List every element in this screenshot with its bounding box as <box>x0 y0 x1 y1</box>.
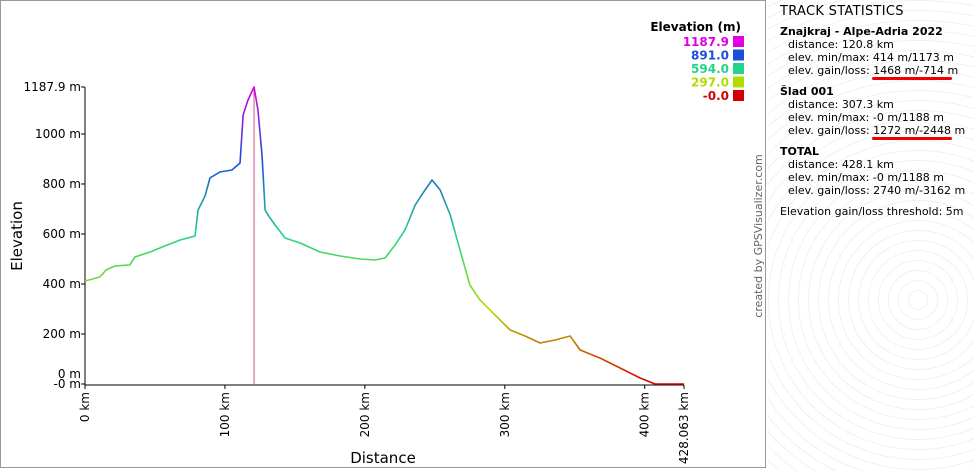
x-tick-label: 200 km <box>358 392 372 437</box>
highlight-underline <box>872 137 952 140</box>
legend-label: 1187.9 <box>683 35 729 49</box>
legend-title: Elevation (m) <box>650 20 741 34</box>
track-name: Šlad 001 <box>780 85 834 98</box>
track-group: TOTAL distance: 428.1 km elev. min/max: -0… <box>780 145 974 197</box>
track-group: Znajkraj - Alpe-Adria 2022 distance: 120.… <box>780 25 974 80</box>
track-stat: distance: 120.8 km <box>788 38 894 51</box>
y-tick-label: 0 m <box>58 367 81 381</box>
legend-swatch <box>733 63 744 74</box>
elevation-profile <box>84 86 684 385</box>
y-tick-label: 800 m <box>43 177 81 191</box>
track-stat: distance: 428.1 km <box>788 158 894 171</box>
track-stat: elev. gain/loss: 1272 m/-2448 m <box>780 124 974 140</box>
y-tick-label: 1000 m <box>35 127 81 141</box>
legend-swatch <box>733 49 744 61</box>
y-tick-label: -0 m <box>54 377 81 391</box>
x-tick-label: 100 km <box>218 392 232 437</box>
track-group: Šlad 001 distance: 307.3 km elev. min/max:… <box>780 85 974 140</box>
track-name: TOTAL <box>780 145 820 158</box>
threshold: Elevation gain/loss threshold: 5m <box>780 205 964 218</box>
track-stat: distance: 307.3 km <box>788 98 894 111</box>
legend-swatch <box>733 90 744 101</box>
track-name: Znajkraj - Alpe-Adria 2022 <box>780 25 943 38</box>
credit: created by GPSVisualizer.com <box>752 154 765 317</box>
y-axis-label: Elevation <box>8 201 26 271</box>
highlight-underline <box>872 77 952 80</box>
y-tick-label: 600 m <box>43 227 81 241</box>
panel-title: TRACK STATISTICS <box>780 4 904 19</box>
x-tick-label: 0 km <box>78 392 92 422</box>
x-tick-label: 400 km <box>638 392 652 437</box>
chart-frame <box>0 0 766 468</box>
track-stat: elev. min/max: 414 m/1173 m <box>788 51 954 64</box>
legend-swatch <box>733 36 744 47</box>
tracks: Znajkraj - Alpe-Adria 2022 distance: 120.… <box>780 25 974 197</box>
y-tick-label: 1187.9 m <box>24 80 82 94</box>
legend-label: 594.0 <box>691 62 729 76</box>
legend-label: 891.0 <box>691 49 729 63</box>
legend-swatch <box>733 76 744 88</box>
x-tick-label: 300 km <box>498 392 512 437</box>
x-axis-label: Distance <box>350 449 416 467</box>
legend-label: -0.0 <box>703 89 729 103</box>
legend-label: 297.0 <box>691 76 729 90</box>
chart: Distance Elevation Elevation (m) created… <box>0 0 766 468</box>
y-tick-label: 200 m <box>43 327 81 341</box>
track-stat: elev. gain/loss: 1468 m/-714 m <box>780 64 974 80</box>
track-stat: elev. gain/loss: 2740 m/-3162 m <box>788 184 966 197</box>
track-stat: elev. min/max: -0 m/1188 m <box>788 171 944 184</box>
track-stat: elev. min/max: -0 m/1188 m <box>788 111 944 124</box>
stats-panel: TRACK STATISTICS Znajkraj - Alpe-Adria 2… <box>768 0 974 471</box>
x-tick-label: 428.063 km <box>677 392 691 464</box>
y-tick-label: 400 m <box>43 277 81 291</box>
